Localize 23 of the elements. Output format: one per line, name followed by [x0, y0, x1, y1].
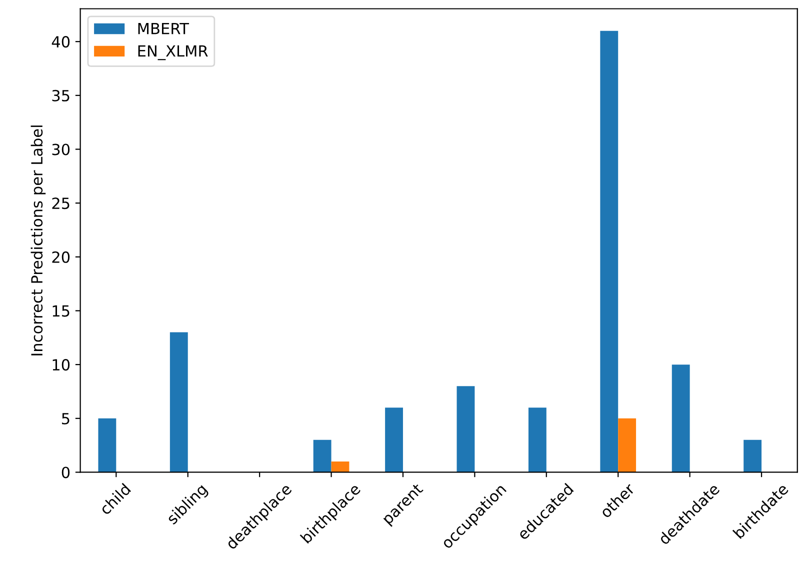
bar: [456, 386, 475, 472]
bar: [528, 408, 546, 472]
bar: [600, 30, 618, 472]
y-tick-label: 30: [52, 144, 70, 156]
y-tick-label: 10: [52, 359, 70, 371]
bar: [170, 332, 188, 472]
bar: [331, 461, 350, 472]
bar: [618, 418, 636, 472]
bar: [98, 418, 116, 472]
y-tick-label: 20: [52, 251, 70, 263]
y-tick-label: 40: [52, 36, 70, 48]
y-tick-label: 35: [52, 90, 70, 102]
y-tick-label: 15: [52, 305, 70, 317]
y-tick-label: 25: [52, 198, 70, 210]
y-tick-label: 5: [62, 413, 70, 424]
y-axis-title: Incorrect Predictions per Label: [30, 126, 46, 356]
bar: [313, 440, 332, 472]
bar: [744, 440, 762, 472]
legend-label: EN_XLMR: [138, 45, 208, 60]
legend-label: MBERT: [138, 22, 190, 34]
bar: [385, 408, 403, 472]
bar: [672, 364, 690, 472]
y-tick-label: 0: [62, 466, 70, 478]
